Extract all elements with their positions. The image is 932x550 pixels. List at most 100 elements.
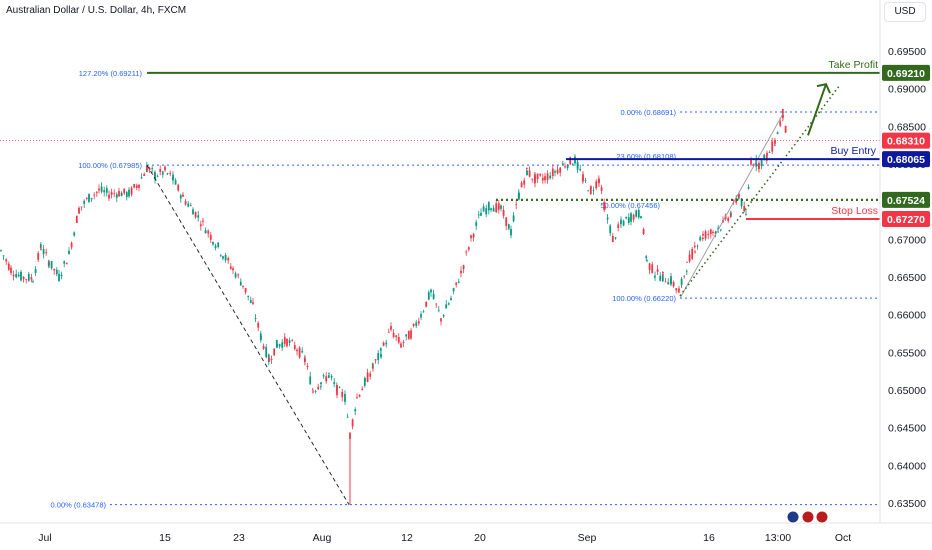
candle-body [10,267,12,274]
candle-body [571,164,574,166]
y-tick-label: 0.69000 [888,84,926,96]
candle-body [672,282,675,287]
candle-body [247,295,250,297]
candle-body [590,187,592,189]
candle-body [95,191,98,193]
candle-body [512,215,515,222]
candle-body [146,167,148,171]
candle-body [617,224,620,228]
candle-body [260,335,262,339]
candle-body [291,340,294,341]
candle-body [595,181,598,189]
candle-body [528,170,531,177]
candle-body [358,394,361,397]
candle-body [592,190,595,191]
candle-body [177,184,180,191]
candle-body [37,253,40,260]
candle-body [518,193,520,198]
candle-body [161,171,164,175]
candle-body [194,211,197,218]
candle-body [526,170,528,176]
x-tick-label: 23 [233,532,245,544]
candle-body [750,159,752,165]
candle-body [477,214,480,216]
candle-body [328,373,330,375]
candle-body [450,297,452,300]
candle-body [709,229,712,235]
candle-body [363,378,366,386]
candle-body [719,229,722,231]
x-tick-label: Aug [313,532,332,544]
candle-body [212,242,214,245]
candle-body [662,272,664,274]
candle-body [437,310,440,312]
candle-body [202,220,204,222]
candle-body [148,167,151,171]
candle-body [100,186,103,192]
candle-body [766,152,768,156]
candle-body [234,273,237,278]
y-tick-label: 0.69500 [888,46,926,58]
candle-body [505,217,508,226]
candle-body [306,366,309,368]
candle-body [510,228,512,236]
candle-body [293,345,296,350]
candle-body [541,177,544,181]
candle-body [55,269,58,275]
candle-body [627,217,630,223]
candle-body [128,189,130,197]
candle-body [311,389,314,391]
candle-body [427,292,430,300]
candle-body [50,261,53,269]
candle-body [2,255,5,257]
candle-body [740,198,743,207]
support-badge-text: 0.67524 [887,195,925,207]
candle-body [678,288,680,291]
x-tick-label: 20 [474,532,486,544]
candle-body [747,187,750,189]
candle-body [387,331,390,333]
candle-body [351,419,354,427]
candle-body [564,166,566,168]
candle-body [743,206,746,212]
candle-body [707,234,710,235]
candle-body [407,330,410,340]
candle-body [551,168,554,177]
y-tick-label: 0.63500 [888,498,926,510]
candle-body [219,254,222,256]
candle-body [65,262,68,265]
candle-body [405,334,408,337]
candle-body [417,321,420,324]
candle-body [85,198,88,199]
fib-label: 23.60% (0.68108) [616,152,676,161]
fib-label: 0.00% (0.63478) [51,501,107,510]
price-badges: 0.69210 0.68310 0.68065 0.67524 0.67270 [786,64,930,524]
candle-body [172,174,174,181]
candle-body [133,184,136,188]
buy-entry-label: Buy Entry [830,145,876,157]
y-tick-label: 0.67000 [888,234,926,246]
candle-body [364,378,366,381]
candle-body [412,323,415,326]
candle-body [455,282,458,285]
candle-body [239,281,242,286]
candle-body [189,205,192,206]
candle-body [58,273,60,281]
target-arrow [807,83,827,136]
candle-body [515,204,518,205]
currency-button[interactable]: USD [884,2,926,22]
x-tick-label: 13:00 [765,532,791,544]
candle-body [415,322,418,326]
candle-body [125,192,128,198]
candle-body [659,275,662,281]
candle-body [34,269,37,273]
candle-body [646,260,648,262]
candle-body [760,159,763,167]
candle-body [118,190,120,197]
candle-body [372,367,374,369]
x-tick-label: Sep [578,532,597,544]
candle-body [123,188,126,194]
candle-body [143,174,146,176]
candle-body [108,194,110,199]
